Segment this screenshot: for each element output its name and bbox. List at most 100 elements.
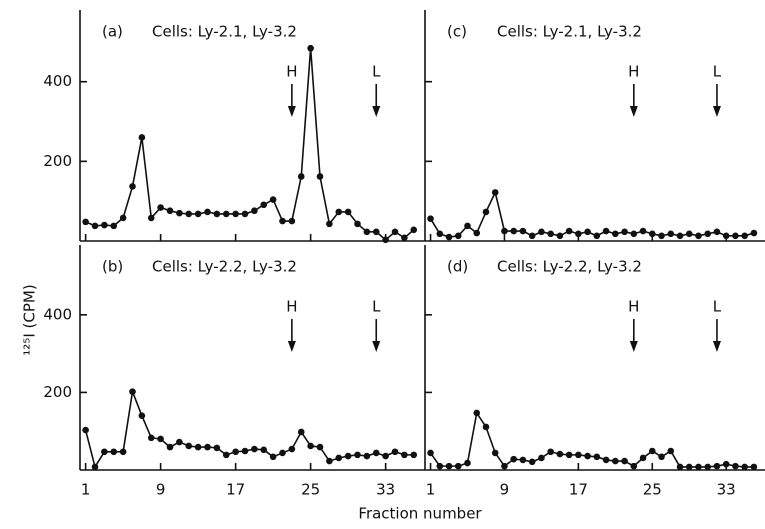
data-point [648, 447, 656, 455]
data-point [82, 218, 89, 226]
data-point [519, 456, 527, 464]
data-point [630, 230, 638, 238]
data-point [612, 457, 619, 465]
panel-title: Cells: Ly-2.2, Ly-3.2 [497, 258, 642, 276]
data-point [176, 209, 183, 217]
data-point [648, 230, 656, 238]
data-point [630, 462, 638, 470]
annotation: L [713, 63, 722, 81]
data-point [119, 214, 127, 222]
annotation-arrowhead [629, 341, 638, 352]
data-point [565, 451, 573, 459]
y-tick-label: 200 [43, 383, 72, 401]
data-point [372, 228, 380, 236]
panel-label: (d) [447, 258, 468, 276]
y-tick-label: 200 [43, 152, 72, 170]
data-point [501, 462, 508, 470]
data-point [695, 232, 702, 240]
data-point [510, 455, 517, 463]
data-point [82, 426, 89, 434]
x-tick-label: 9 [156, 481, 166, 499]
data-point [565, 227, 573, 235]
data-point [344, 452, 352, 460]
data-point [157, 204, 164, 211]
data-point [593, 453, 601, 461]
data-point [741, 463, 748, 471]
data-line [429, 190, 755, 238]
data-point [464, 222, 471, 230]
data-point [528, 458, 536, 466]
data-point [445, 233, 453, 241]
data-point [750, 229, 758, 237]
data-point [91, 222, 99, 230]
annotation: H [286, 63, 297, 81]
x-tick-label: 9 [500, 481, 510, 499]
data-point [464, 459, 471, 467]
annotation-arrowhead [712, 341, 721, 352]
annotation: H [286, 298, 297, 316]
data-point [194, 443, 202, 451]
data-point [176, 438, 183, 446]
data-point [194, 210, 202, 218]
data-point [110, 222, 118, 230]
annotation-arrowhead [287, 341, 296, 352]
data-point [204, 443, 211, 451]
data-point [269, 453, 277, 461]
data-point [316, 443, 324, 451]
data-point [732, 232, 739, 240]
data-point [110, 448, 118, 456]
data-point [436, 462, 444, 470]
data-point [667, 230, 675, 238]
data-point [722, 460, 730, 468]
data-point [454, 232, 462, 240]
data-point [297, 428, 305, 436]
data-point [204, 208, 211, 216]
data-point [658, 232, 665, 240]
data-point [222, 451, 230, 459]
data-point [750, 463, 758, 471]
data-point [372, 449, 380, 457]
data-point [391, 228, 399, 236]
data-point [101, 221, 108, 229]
x-tick-label: 33 [376, 481, 395, 499]
panel-label: (a) [102, 23, 123, 41]
data-point [722, 232, 730, 240]
data-point [157, 435, 164, 443]
data-point [279, 217, 286, 225]
x-tick-label: 1 [426, 481, 436, 499]
data-point [213, 444, 221, 452]
data-point [732, 462, 739, 470]
data-point [363, 228, 371, 236]
data-line [429, 410, 754, 468]
panel-title: Cells: Ly-2.2, Ly-3.2 [152, 258, 297, 276]
data-point [685, 230, 693, 238]
data-point [147, 434, 155, 442]
annotation: H [628, 298, 639, 316]
data-point [279, 449, 286, 457]
data-point [713, 228, 721, 236]
data-point [401, 451, 408, 459]
x-tick-label: 33 [717, 481, 736, 499]
data-point [584, 228, 591, 236]
data-point [307, 442, 314, 450]
data-point [326, 457, 333, 465]
y-axis-label: ¹²⁵I (CPM) [21, 284, 39, 355]
annotation: L [372, 63, 381, 81]
data-point [445, 462, 453, 470]
annotation: H [628, 63, 639, 81]
data-point [667, 447, 675, 455]
data-point [491, 449, 499, 457]
data-point [91, 463, 99, 471]
data-point [528, 232, 536, 240]
data-point [602, 227, 610, 235]
data-point [685, 463, 693, 471]
data-point [575, 230, 582, 238]
data-point [621, 457, 628, 465]
data-point [316, 173, 324, 180]
annotation-arrowhead [287, 106, 296, 117]
data-point [436, 230, 444, 238]
data-point [639, 227, 647, 235]
data-point [326, 220, 333, 228]
data-point [538, 454, 545, 462]
data-point [584, 452, 591, 460]
